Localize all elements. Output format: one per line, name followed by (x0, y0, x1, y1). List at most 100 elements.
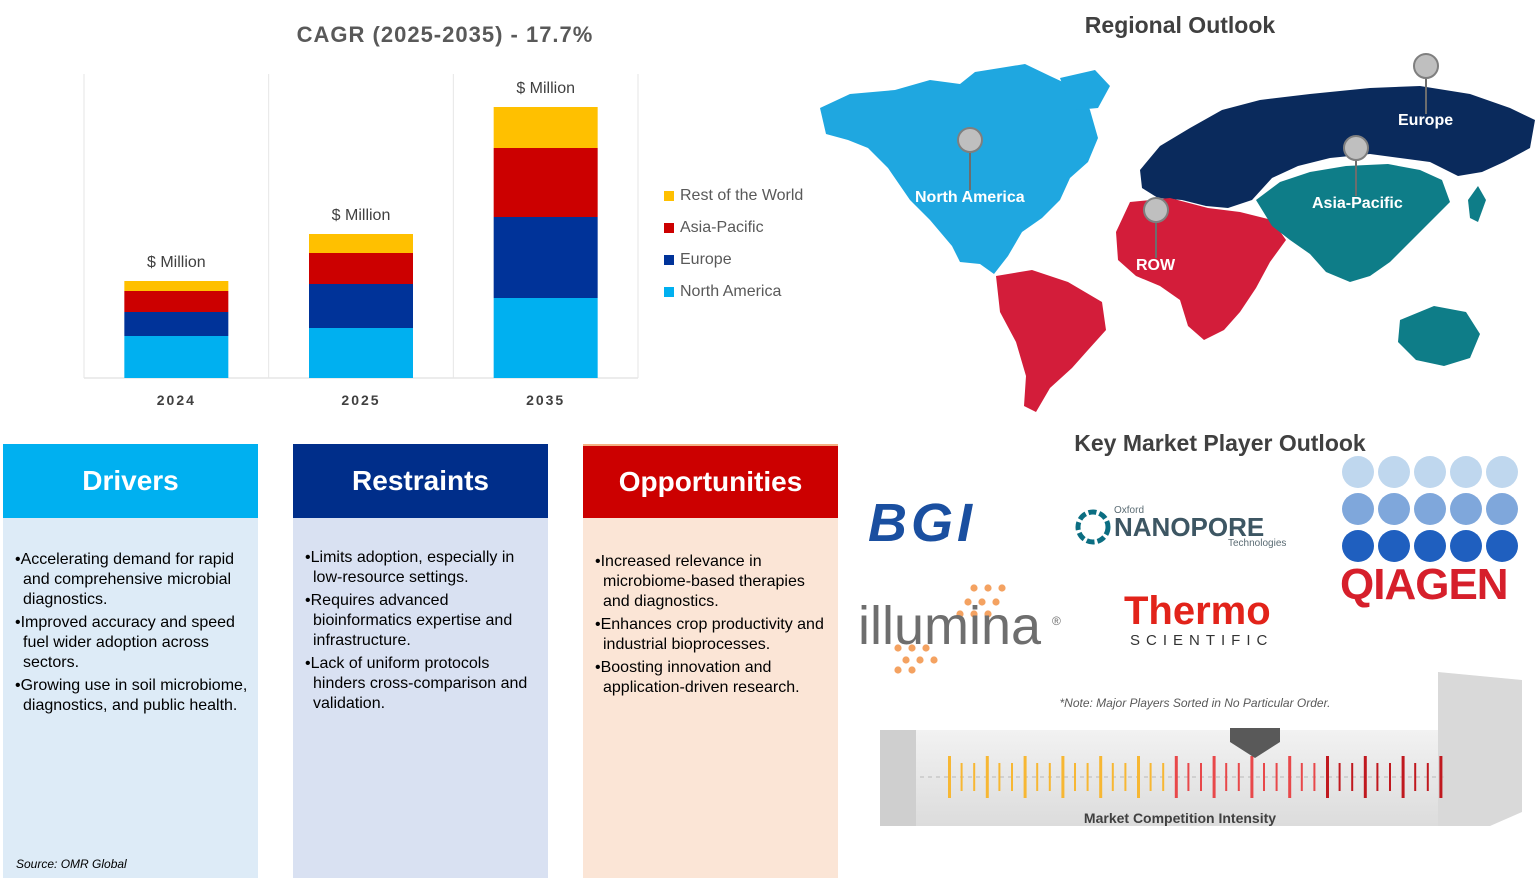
gauge-ticks (948, 756, 1443, 798)
map-australia (1398, 306, 1480, 366)
restraints-title: Restraints (293, 444, 548, 518)
bar-segment-asia-pacific-2025 (309, 253, 413, 284)
bar-total-label: $ Million (332, 207, 391, 224)
bar-segment-europe-2024 (124, 312, 229, 336)
illumina-dot (998, 584, 1006, 592)
legend-swatch-north-america (664, 287, 674, 297)
legend-label-europe: Europe (680, 251, 732, 268)
legend-swatch-europe (664, 255, 674, 265)
restraints-item: Lack of uniform protocols hinders cross-… (305, 654, 538, 714)
opportunities-item: Enhances crop productivity and industria… (595, 615, 828, 655)
gauge-tick (1137, 756, 1140, 798)
bar-segment-rest-of-the-world-2025 (309, 234, 413, 253)
legend-item-row: Rest of the World (664, 180, 834, 212)
opportunities-item: Increased relevance in microbiome-based … (595, 552, 828, 612)
restraints-list: Limits adoption, especially in low-resou… (305, 548, 538, 714)
restraints-body: Limits adoption, especially in low-resou… (293, 518, 548, 878)
bar-segment-rest-of-the-world-2035 (493, 107, 598, 148)
opportunities-item: Boosting innovation and application-driv… (595, 658, 828, 698)
qiagen-dot (1342, 530, 1374, 562)
label-row: ROW (1136, 257, 1176, 274)
illumina-dots-icon (894, 584, 1006, 674)
illumina-dot (916, 656, 924, 664)
logo-illumina-reg: ® (1052, 614, 1061, 628)
nanopore-icon (1075, 509, 1111, 545)
gauge-tick (1275, 763, 1278, 791)
gauge-tick (1023, 756, 1027, 798)
gauge-tick (1389, 763, 1391, 791)
gauge-pointer-icon (1230, 728, 1280, 758)
qiagen-dot (1342, 456, 1374, 488)
gauge-tick (960, 763, 963, 791)
map-europe (1140, 86, 1535, 208)
gauge-tick (1300, 763, 1303, 791)
illumina-dot (922, 644, 930, 652)
opportunities-title: Opportunities (583, 444, 838, 518)
drivers-item: Growing use in soil microbiome, diagnost… (15, 676, 248, 716)
logo-nanopore: NANOPORE (1114, 512, 1265, 542)
gauge-tick (1036, 763, 1039, 791)
pin-europe (1413, 53, 1439, 114)
map-africa (1116, 198, 1286, 340)
map-south-america (996, 270, 1106, 412)
opportunities-body: Increased relevance in microbiome-based … (583, 518, 838, 878)
x-tick-label: 2025 (341, 392, 380, 408)
gauge-tick (1351, 763, 1354, 791)
gauge-tick (1288, 756, 1292, 798)
gauge-tick (1376, 763, 1379, 791)
gauge-tick (1225, 763, 1228, 791)
bar-segment-europe-2035 (493, 217, 598, 298)
logo-nanopore-oxford: Oxford (1114, 505, 1145, 516)
gauge-tick (1074, 763, 1076, 791)
gauge-tick (1237, 763, 1240, 791)
drivers-title: Drivers (3, 444, 258, 518)
qiagen-dot (1450, 530, 1482, 562)
x-tick-label: 2035 (526, 392, 565, 408)
gauge-left-cap (880, 730, 916, 826)
illumina-dot (970, 610, 978, 618)
qiagen-dot (1486, 530, 1518, 562)
qiagen-dots-icon (1342, 456, 1518, 562)
illumina-dot (984, 584, 992, 592)
label-europe: Europe (1398, 112, 1454, 129)
bar-total-label: $ Million (147, 254, 206, 271)
bar-total-label: $ Million (516, 80, 575, 97)
illumina-dot (908, 644, 916, 652)
bar-segment-europe-2025 (309, 284, 413, 328)
gauge-tick (1187, 763, 1190, 791)
illumina-dot (984, 610, 992, 618)
qiagen-dot (1342, 493, 1374, 525)
logo-illumina: illumina (858, 596, 1042, 656)
qiagen-dot (1486, 456, 1518, 488)
gauge-tick (1414, 763, 1417, 791)
gauge-tick (1048, 763, 1051, 791)
bar-chart: $ Million 2024 $ Million 2025 $ Million 2035 (83, 74, 639, 408)
chart-legend: Rest of the World Asia-Pacific Europe No… (664, 180, 834, 308)
drivers-item: Accelerating demand for rapid and compre… (15, 550, 248, 610)
gauge-tick (1326, 756, 1329, 798)
gauge-tick (1086, 763, 1089, 791)
map-greenland (1060, 70, 1110, 110)
gauge-tick (1250, 756, 1254, 798)
key-players-title: Key Market Player Outlook (1074, 430, 1366, 456)
gauge-tick (1124, 763, 1127, 791)
gauge-tick (1200, 763, 1202, 791)
gauge-tick (1363, 756, 1367, 798)
illumina-dot (894, 666, 902, 674)
illumina-dot (964, 598, 972, 606)
gauge-tick (1439, 756, 1443, 798)
logo-qiagen: QIAGEN (1340, 560, 1509, 609)
bar-segment-north-america-2024 (124, 336, 229, 378)
competition-intensity-gauge (880, 672, 1522, 826)
bar-segment-north-america-2025 (309, 328, 413, 378)
qiagen-dot (1450, 456, 1482, 488)
chart-bars (124, 107, 598, 378)
qiagen-dot (1450, 493, 1482, 525)
pin-north-america (957, 127, 983, 190)
gauge-tick (1162, 763, 1165, 791)
qiagen-dot (1378, 493, 1410, 525)
map-north-america (820, 64, 1098, 274)
drivers-item: Improved accuracy and speed fuel wider a… (15, 613, 248, 673)
gauge-right-cap (1438, 672, 1522, 826)
gauge-tick (1099, 756, 1103, 798)
